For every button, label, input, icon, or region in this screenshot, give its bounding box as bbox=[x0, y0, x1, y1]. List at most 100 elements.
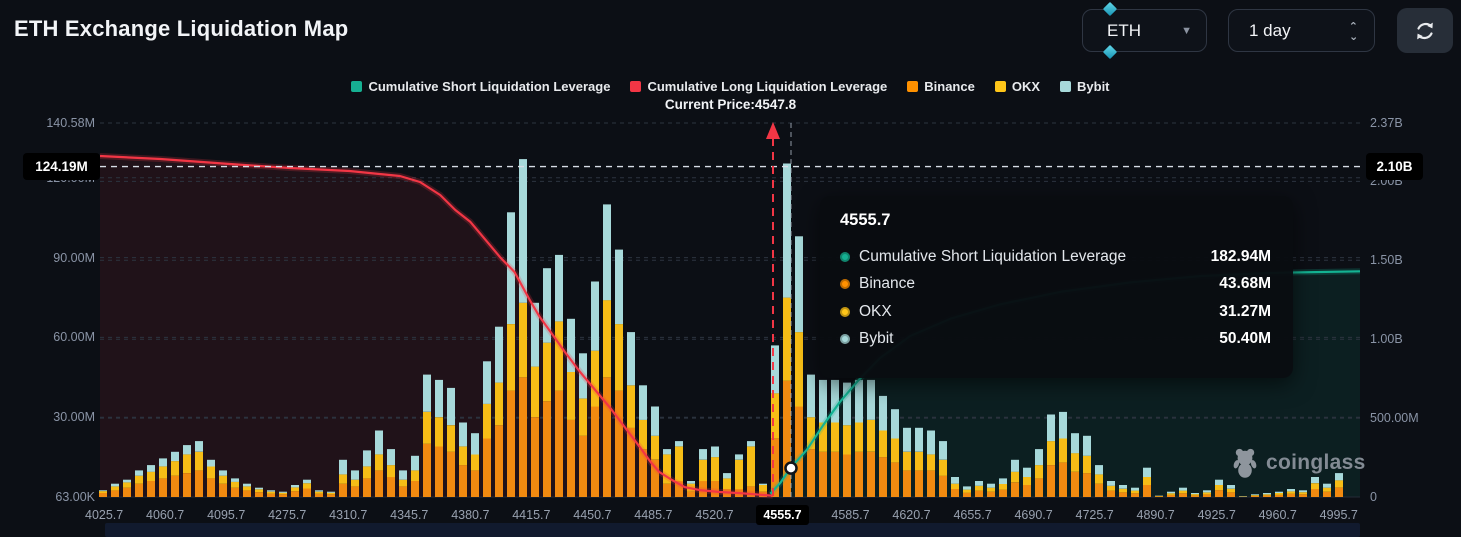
bar-bybit[interactable] bbox=[471, 433, 479, 455]
bar-binance[interactable] bbox=[1011, 482, 1019, 497]
symbol-select[interactable]: ETH ▼ bbox=[1082, 1, 1207, 60]
bar-okx[interactable] bbox=[735, 459, 743, 490]
bar-binance[interactable] bbox=[1035, 478, 1043, 497]
bar-binance[interactable] bbox=[363, 478, 371, 497]
bar-binance[interactable] bbox=[699, 481, 707, 497]
bar-okx[interactable] bbox=[483, 403, 491, 439]
bar-okx[interactable] bbox=[1155, 495, 1163, 497]
bar-binance[interactable] bbox=[375, 470, 383, 497]
bar-bybit[interactable] bbox=[639, 385, 647, 420]
bar-okx[interactable] bbox=[423, 411, 431, 444]
bar-binance[interactable] bbox=[891, 462, 899, 497]
bar-okx[interactable] bbox=[903, 451, 911, 471]
bar-okx[interactable] bbox=[531, 366, 539, 418]
bar-binance[interactable] bbox=[507, 390, 515, 497]
bar-bybit[interactable] bbox=[807, 374, 815, 418]
bar-bybit[interactable] bbox=[1215, 479, 1223, 485]
bar-binance[interactable] bbox=[243, 490, 251, 497]
bar-bybit[interactable] bbox=[1071, 433, 1079, 454]
bar-bybit[interactable] bbox=[963, 486, 971, 490]
bar-bybit[interactable] bbox=[1275, 491, 1283, 493]
bar-binance[interactable] bbox=[1119, 492, 1127, 497]
bar-binance[interactable] bbox=[195, 470, 203, 497]
bar-okx[interactable] bbox=[855, 422, 863, 452]
bar-okx[interactable] bbox=[987, 487, 995, 492]
bar-binance[interactable] bbox=[1107, 490, 1115, 497]
bar-okx[interactable] bbox=[471, 454, 479, 471]
legend-item-okx[interactable]: OKX bbox=[994, 79, 1040, 94]
bar-binance[interactable] bbox=[579, 435, 587, 497]
bar-binance[interactable] bbox=[615, 390, 623, 497]
bar-binance[interactable] bbox=[1131, 493, 1139, 497]
bar-okx[interactable] bbox=[747, 446, 755, 487]
bar-bybit[interactable] bbox=[603, 204, 611, 301]
bar-bybit[interactable] bbox=[675, 441, 683, 447]
bar-binance[interactable] bbox=[279, 494, 287, 497]
bar-okx[interactable] bbox=[171, 461, 179, 476]
bar-bybit[interactable] bbox=[315, 490, 323, 492]
bar-bybit[interactable] bbox=[987, 483, 995, 488]
bar-okx[interactable] bbox=[135, 475, 143, 484]
bar-binance[interactable] bbox=[1323, 491, 1331, 497]
bar-okx[interactable] bbox=[291, 487, 299, 492]
bar-okx[interactable] bbox=[243, 486, 251, 491]
bar-binance[interactable] bbox=[675, 481, 683, 497]
bar-bybit[interactable] bbox=[1335, 473, 1343, 481]
bar-binance[interactable] bbox=[171, 475, 179, 497]
bar-binance[interactable] bbox=[267, 493, 275, 497]
bar-okx[interactable] bbox=[111, 486, 119, 491]
bar-bybit[interactable] bbox=[723, 473, 731, 479]
bar-okx[interactable] bbox=[1047, 441, 1055, 465]
bar-bybit[interactable] bbox=[903, 427, 911, 452]
bar-okx[interactable] bbox=[1263, 494, 1271, 496]
bar-okx[interactable] bbox=[795, 332, 803, 407]
bar-bybit[interactable] bbox=[1011, 459, 1019, 472]
bar-bybit[interactable] bbox=[747, 441, 755, 447]
bar-okx[interactable] bbox=[219, 475, 227, 484]
bar-bybit[interactable] bbox=[1251, 494, 1259, 496]
bar-binance[interactable] bbox=[351, 486, 359, 497]
bar-bybit[interactable] bbox=[867, 379, 875, 420]
bar-binance[interactable] bbox=[915, 470, 923, 497]
bar-binance[interactable] bbox=[1335, 487, 1343, 497]
bar-bybit[interactable] bbox=[795, 236, 803, 333]
bar-bybit[interactable] bbox=[951, 477, 959, 484]
bar-bybit[interactable] bbox=[111, 483, 119, 487]
bar-okx[interactable] bbox=[267, 491, 275, 494]
bar-okx[interactable] bbox=[1203, 492, 1211, 495]
bar-bybit[interactable] bbox=[351, 470, 359, 480]
bar-binance[interactable] bbox=[435, 446, 443, 498]
bar-okx[interactable] bbox=[723, 478, 731, 489]
legend-item-binance[interactable]: Binance bbox=[907, 79, 975, 94]
bar-bybit[interactable] bbox=[303, 479, 311, 484]
bar-okx[interactable] bbox=[1287, 491, 1295, 494]
bar-okx[interactable] bbox=[1011, 471, 1019, 483]
bar-okx[interactable] bbox=[771, 393, 779, 439]
bar-binance[interactable] bbox=[1287, 493, 1295, 497]
bar-binance[interactable] bbox=[1227, 492, 1235, 497]
bar-okx[interactable] bbox=[927, 454, 935, 471]
bar-bybit[interactable] bbox=[1095, 465, 1103, 475]
bar-bybit[interactable] bbox=[339, 459, 347, 475]
bar-okx[interactable] bbox=[591, 350, 599, 407]
bar-okx[interactable] bbox=[1071, 453, 1079, 472]
bar-binance[interactable] bbox=[159, 478, 167, 497]
bar-binance[interactable] bbox=[519, 377, 527, 497]
bar-binance[interactable] bbox=[963, 492, 971, 497]
bar-okx[interactable] bbox=[363, 466, 371, 479]
bar-okx[interactable] bbox=[375, 454, 383, 471]
bar-okx[interactable] bbox=[387, 465, 395, 478]
bar-okx[interactable] bbox=[1251, 495, 1259, 496]
bar-binance[interactable] bbox=[1215, 490, 1223, 497]
bar-bybit[interactable] bbox=[135, 470, 143, 476]
refresh-button[interactable] bbox=[1397, 8, 1453, 53]
bar-bybit[interactable] bbox=[1059, 411, 1067, 439]
bar-binance[interactable] bbox=[819, 451, 827, 497]
bar-binance[interactable] bbox=[927, 470, 935, 497]
bar-binance[interactable] bbox=[1047, 465, 1055, 497]
bar-binance[interactable] bbox=[747, 486, 755, 497]
bar-binance[interactable] bbox=[1299, 494, 1307, 497]
bar-okx[interactable] bbox=[555, 321, 563, 391]
bar-binance[interactable] bbox=[147, 481, 155, 497]
bar-bybit[interactable] bbox=[819, 379, 827, 423]
